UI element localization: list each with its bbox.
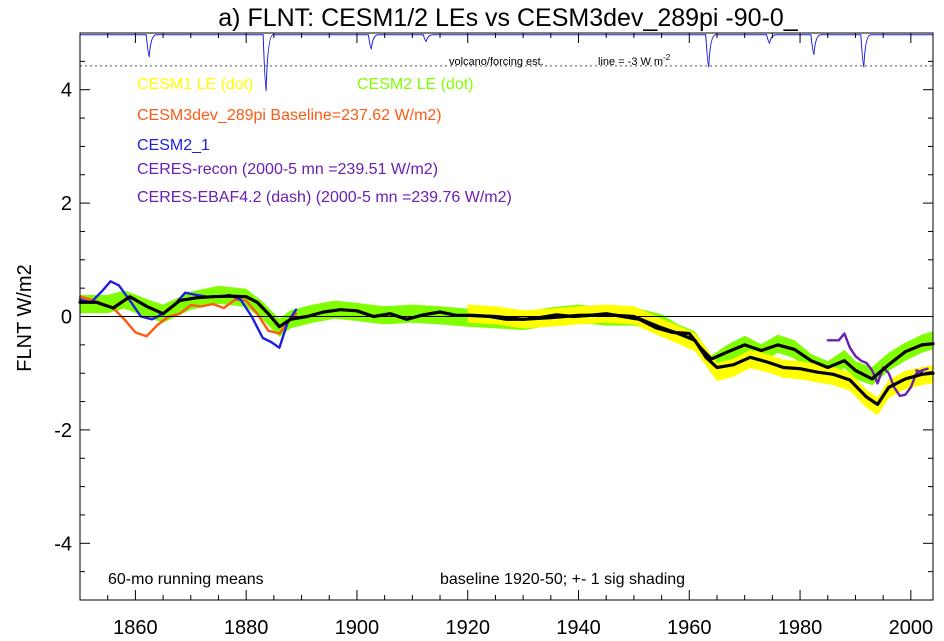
y-axis-label: FLNT W/m2 (14, 264, 36, 371)
series-line-3 (826, 332, 929, 398)
legend: CESM1 LE (dot) CESM2 LE (dot) CESM3dev_289… (137, 76, 512, 206)
x-tick-label: 1880 (224, 617, 269, 639)
y-tick-label: 0 (61, 307, 72, 329)
legend-entry: CESM2 LE (dot) (357, 76, 473, 93)
annotation-running-means: 60-mo running means (108, 571, 264, 588)
y-tick-label: -2 (54, 420, 72, 442)
legend-entry: CESM3dev_289pi Baseline=237.62 W/m2) (137, 107, 442, 124)
y-tick-label: 2 (61, 193, 72, 215)
volcano-panel (80, 34, 933, 92)
x-tick-label: 2000 (889, 617, 934, 639)
series-line-6 (466, 313, 935, 406)
volcano-line-label: line = -3 W m-2 (598, 53, 671, 68)
x-tick-label: 1940 (556, 617, 601, 639)
legend-entry: CERES-EBAF4.2 (dash) (2000-5 mn =239.76 … (137, 189, 512, 206)
band-2 (467, 304, 933, 416)
x-tick-label: 1980 (778, 617, 823, 639)
series-line-1 (78, 295, 298, 338)
legend-entry: CESM2_1 (137, 137, 210, 154)
y-tick-label: -4 (54, 533, 72, 555)
x-tick-label: 1960 (667, 617, 712, 639)
series-line-2 (78, 280, 298, 349)
x-tick-label: 1900 (335, 617, 380, 639)
volcano-label: volcano/forcing est. (449, 56, 544, 68)
series-line-5 (78, 294, 935, 381)
x-tick-label: 1920 (445, 617, 490, 639)
legend-entry: CESM1 LE (dot) (137, 76, 253, 93)
chart-title: a) FLNT: CESM1/2 LEs vs CESM3dev_289pi -… (218, 4, 799, 32)
band-1 (80, 285, 933, 386)
volcano-line-label-sup: -2 (663, 53, 671, 62)
shading-bands (80, 285, 933, 416)
series-lines (78, 280, 935, 406)
volcano-line-label-main: line = -3 W m (598, 56, 663, 68)
axes: 1860 1880 1900 1920 1940 1960 1980 2000 4 2 0 -2 -4 (54, 32, 934, 639)
x-tick-label: 1860 (113, 617, 158, 639)
legend-entry: CERES-recon (2000-5 mn =239.51 W/m2) (137, 161, 438, 178)
y-tick-label: 4 (61, 80, 72, 102)
annotation-baseline: baseline 1920-50; +- 1 sig shading (440, 571, 685, 588)
volcano-forcing-line (80, 34, 933, 92)
